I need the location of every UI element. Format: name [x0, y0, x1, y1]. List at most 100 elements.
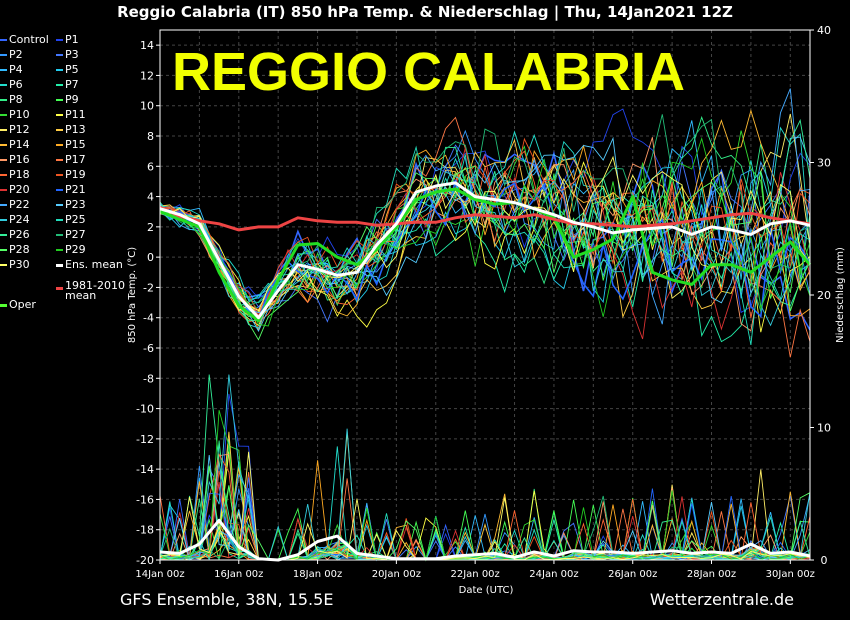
legend-item: P21 — [56, 183, 86, 196]
y-tick-label: -12 — [136, 433, 154, 446]
legend-label: P12 — [9, 123, 30, 136]
x-tick-label: 16Jan 00z — [214, 569, 263, 580]
legend-swatch — [56, 84, 63, 86]
legend-item: P12 — [0, 123, 30, 136]
legend-item: P9 — [56, 93, 79, 106]
legend-swatch — [56, 249, 63, 251]
ens-mean-precip-line — [159, 518, 811, 562]
legend-label: P17 — [65, 153, 86, 166]
legend-item: P5 — [56, 63, 79, 76]
legend-label: Control — [9, 33, 49, 46]
legend-label: P16 — [9, 153, 30, 166]
legend-swatch — [56, 159, 63, 161]
legend-item: P14 — [0, 138, 30, 151]
legend-item: Ens. mean — [56, 258, 123, 271]
member-temp-line — [159, 136, 811, 332]
y-tick-label: -6 — [143, 342, 154, 355]
member-temp-line — [159, 145, 811, 345]
legend-label: P22 — [9, 198, 30, 211]
legend-item: P8 — [0, 93, 23, 106]
legend-label: P8 — [9, 93, 23, 106]
x-tick-label: 30Jan 00z — [766, 569, 815, 580]
legend-swatch — [56, 144, 63, 146]
x-tick-label: 20Jan 00z — [372, 569, 421, 580]
legend-label: P14 — [9, 138, 30, 151]
x-tick-label: 22Jan 00z — [451, 569, 500, 580]
x-tick-label: 14Jan 00z — [135, 569, 184, 580]
member-temp-line — [159, 155, 811, 312]
main-series — [159, 181, 812, 562]
y2-tick-label: 10 — [817, 422, 831, 435]
legend-swatch — [0, 159, 7, 161]
legend-item: P15 — [56, 138, 86, 151]
legend-item: P6 — [0, 78, 23, 91]
legend-swatch — [0, 249, 7, 251]
y-tick-label: -10 — [136, 403, 154, 416]
legend-swatch — [0, 204, 7, 206]
legend-label: P5 — [65, 63, 79, 76]
legend-swatch — [0, 99, 7, 101]
legend-swatch — [0, 144, 7, 146]
legend-swatch — [0, 174, 7, 176]
legend-swatch — [56, 263, 63, 267]
legend-item: P11 — [56, 108, 86, 121]
legend-label: P30 — [9, 258, 30, 271]
y2-tick-label: 30 — [817, 157, 831, 170]
y-tick-label: 10 — [140, 100, 154, 113]
legend-label: 1981-2010 mean — [65, 279, 125, 302]
legend-swatch — [56, 204, 63, 206]
legend-item: P27 — [56, 228, 86, 241]
legend-label: P13 — [65, 123, 86, 136]
legend-swatch — [56, 219, 63, 221]
legend-swatch — [56, 69, 63, 71]
legend-label: P3 — [65, 48, 79, 61]
legend-label: P10 — [9, 108, 30, 121]
legend-item: P20 — [0, 183, 30, 196]
legend-swatch — [0, 84, 7, 86]
y2-tick-label: 40 — [817, 24, 831, 37]
x-tick-label: 26Jan 00z — [608, 569, 657, 580]
footer-site: Wetterzentrale.de — [649, 590, 794, 609]
y-tick-label: 14 — [140, 39, 154, 52]
legend-item: P13 — [56, 123, 86, 136]
legend-item: P29 — [56, 243, 86, 256]
legend-item: P30 — [0, 258, 30, 271]
legend-swatch — [0, 264, 7, 266]
legend-label: Ens. mean — [65, 258, 123, 271]
x-axis-label: Date (UTC) — [459, 585, 514, 596]
legend-swatch — [0, 69, 7, 71]
legend-item: P16 — [0, 153, 30, 166]
y-tick-label: 6 — [147, 160, 154, 173]
y-tick-label: 12 — [140, 69, 154, 82]
y2-tick-label: 0 — [821, 554, 828, 567]
legend-label: P28 — [9, 243, 30, 256]
legend-item: Control — [0, 33, 49, 46]
y-tick-label: 8 — [147, 130, 154, 143]
legend-label: P15 — [65, 138, 86, 151]
legend-item: P24 — [0, 213, 30, 226]
member-temp-line — [159, 146, 811, 340]
legend-item: 1981-2010 mean — [56, 279, 125, 302]
y-tick-label: 4 — [147, 191, 154, 204]
legend-swatch — [56, 189, 63, 191]
legend-label: P19 — [65, 168, 86, 181]
legend-swatch — [0, 189, 7, 191]
member-temp-line — [159, 114, 811, 314]
legend-label: P24 — [9, 213, 30, 226]
legend-item: P26 — [0, 228, 30, 241]
legend-label: P20 — [9, 183, 30, 196]
legend-swatch — [56, 174, 63, 176]
legend-swatch — [56, 286, 63, 290]
legend-item: P19 — [56, 168, 86, 181]
y2-tick-label: 20 — [817, 289, 831, 302]
legend-label: P25 — [65, 213, 86, 226]
legend-label: P9 — [65, 93, 79, 106]
legend-label: P4 — [9, 63, 23, 76]
legend-item: P28 — [0, 243, 30, 256]
legend-item: P10 — [0, 108, 30, 121]
chart-title: Reggio Calabria (IT) 850 hPa Temp. & Nie… — [117, 3, 733, 21]
y-tick-label: 2 — [147, 221, 154, 234]
legend-item: P17 — [56, 153, 86, 166]
